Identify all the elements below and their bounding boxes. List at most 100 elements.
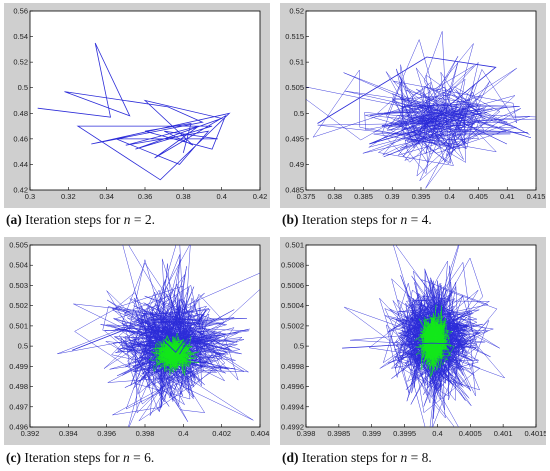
y-tick-label: 0.54 (13, 32, 28, 41)
x-tick-label: 0.4005 (459, 429, 482, 438)
x-tick-label: 0.415 (527, 192, 546, 201)
caption-c-letter: (c) (6, 450, 21, 465)
y-tick-label: 0.56 (13, 7, 28, 16)
x-tick-label: 0.405 (469, 192, 488, 201)
y-tick-label: 0.496 (9, 423, 28, 432)
y-tick-label: 0.5 (18, 342, 28, 351)
x-tick-label: 0.395 (412, 192, 431, 201)
caption-d-letter: (d) (282, 450, 299, 465)
caption-d: (d) Iteration steps for n = 8. (282, 450, 432, 466)
y-tick-label: 0.485 (285, 186, 304, 195)
x-tick-label: 0.404 (251, 429, 270, 438)
caption-d-text: Iteration steps for (301, 450, 401, 465)
series-group (57, 245, 260, 427)
x-tick-label: 0.3995 (393, 429, 416, 438)
series-group (342, 245, 506, 427)
x-tick-label: 0.38 (176, 192, 191, 201)
chart-panel-b: 0.375 0.38 0.385 0.39 0.395 0.4 0.405 0.41 0.415… (280, 3, 546, 208)
x-tick-label: 0.398 (297, 429, 316, 438)
chart-panel-d: 0.398 0.3985 0.399 0.3995 0.4 0.4005 0.401 0.40… (280, 237, 546, 445)
chart-a: 0.3 0.32 0.34 0.36 0.38 0.4 0.42 0.42 0.44 0.46 0.… (4, 3, 270, 208)
y-tick-label: 0.505 (285, 83, 304, 92)
caption-a: (a) Iteration steps for n = 2. (6, 212, 155, 228)
y-tick-label: 0.501 (9, 321, 28, 330)
y-tick-label: 0.42 (13, 186, 28, 195)
y-tick-label: 0.499 (9, 362, 28, 371)
y-tick-label: 0.49 (289, 160, 304, 169)
series-group (306, 31, 536, 189)
y-tick-label: 0.504 (9, 261, 28, 270)
x-tick-label: 0.4 (178, 429, 188, 438)
caption-a-rest: = 2. (130, 212, 155, 227)
x-tick-label: 0.4 (216, 192, 226, 201)
x-tick-label: 0.399 (362, 429, 381, 438)
y-tick-label: 0.52 (13, 58, 28, 67)
caption-d-var: n (400, 450, 408, 465)
y-tick-label: 0.4992 (281, 423, 304, 432)
y-tick-label: 0.5002 (281, 321, 304, 330)
x-tick-label: 0.39 (385, 192, 400, 201)
y-tick-label: 0.5 (294, 342, 304, 351)
iteration-path-0 (72, 309, 207, 355)
caption-a-var: n (123, 212, 131, 227)
chart-d: 0.398 0.3985 0.399 0.3995 0.4 0.4005 0.401 0.40… (280, 237, 546, 445)
series-group (37, 42, 231, 181)
x-tick-label: 0.375 (297, 192, 316, 201)
x-tick-label: 0.36 (138, 192, 153, 201)
iteration-path-cloud (57, 245, 260, 427)
caption-b-letter: (b) (282, 212, 299, 227)
x-tick-label: 0.396 (97, 429, 116, 438)
caption-b-var: n (400, 212, 408, 227)
x-tick-label: 0.3985 (327, 429, 350, 438)
y-tick-label: 0.4998 (281, 362, 304, 371)
y-tick-label: 0.52 (289, 7, 304, 16)
chart-b: 0.375 0.38 0.385 0.39 0.395 0.4 0.405 0.41 0.415… (280, 3, 546, 208)
y-tick-label: 0.502 (9, 301, 28, 310)
x-tick-label: 0.385 (354, 192, 373, 201)
x-tick-label: 0.4 (445, 192, 455, 201)
y-tick-label: 0.5006 (281, 281, 304, 290)
x-tick-label: 0.402 (212, 429, 231, 438)
y-tick-label: 0.44 (13, 160, 28, 169)
caption-c-text: Iteration steps for (24, 450, 123, 465)
plot-area (305, 10, 537, 191)
x-tick-label: 0.4 (432, 429, 442, 438)
y-tick-label: 0.5004 (281, 301, 304, 310)
x-tick-label: 0.34 (99, 192, 114, 201)
y-tick-label: 0.4994 (281, 402, 304, 411)
caption-c-rest: = 6. (129, 450, 155, 465)
x-tick-label: 0.32 (61, 192, 76, 201)
y-tick-label: 0.48 (13, 109, 28, 118)
caption-c-var: n (122, 450, 130, 465)
iteration-path-0 (317, 56, 497, 145)
x-tick-label: 0.4015 (525, 429, 546, 438)
caption-b: (b) Iteration steps for n = 4. (282, 212, 432, 228)
y-tick-label: 0.498 (9, 382, 28, 391)
caption-a-text: Iteration steps for (25, 212, 124, 227)
iteration-path-cloud (306, 31, 536, 189)
y-tick-label: 0.5 (18, 83, 28, 92)
x-tick-label: 0.41 (500, 192, 515, 201)
caption-d-rest: = 8. (407, 450, 432, 465)
y-tick-label: 0.505 (9, 241, 28, 250)
x-tick-label: 0.3 (25, 192, 35, 201)
iteration-path-0 (37, 42, 231, 181)
chart-panel-a: 0.3 0.32 0.34 0.36 0.38 0.4 0.42 0.42 0.44 0.46 0.… (4, 3, 270, 208)
y-tick-label: 0.46 (13, 134, 28, 143)
y-tick-label: 0.497 (9, 402, 28, 411)
x-tick-label: 0.42 (253, 192, 268, 201)
x-tick-label: 0.394 (59, 429, 78, 438)
y-tick-label: 0.5 (294, 109, 304, 118)
caption-b-text: Iteration steps for (301, 212, 401, 227)
y-tick-label: 0.5008 (281, 261, 304, 270)
y-tick-label: 0.501 (285, 241, 304, 250)
x-tick-label: 0.401 (494, 429, 513, 438)
caption-b-rest: = 4. (407, 212, 432, 227)
y-tick-label: 0.495 (285, 134, 304, 143)
iteration-path-dense (148, 332, 200, 376)
x-tick-label: 0.38 (327, 192, 342, 201)
y-tick-label: 0.4996 (281, 382, 304, 391)
caption-a-letter: (a) (6, 212, 22, 227)
chart-panel-c: 0.392 0.394 0.396 0.398 0.4 0.402 0.404 0.496 0.… (4, 237, 270, 445)
x-tick-label: 0.398 (136, 429, 155, 438)
